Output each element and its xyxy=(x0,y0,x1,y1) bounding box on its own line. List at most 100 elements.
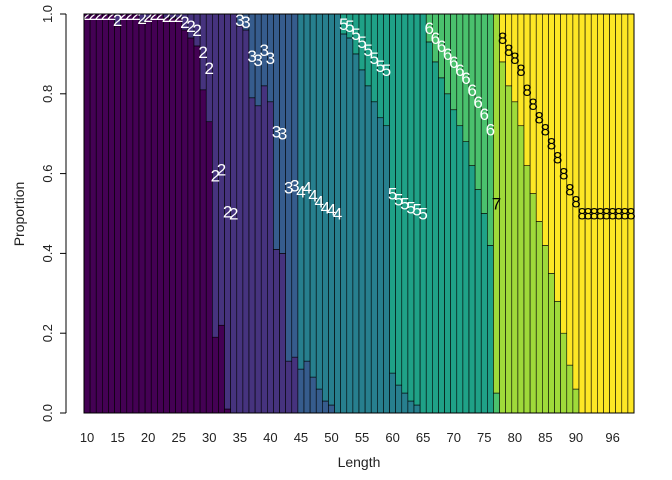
x-tick-label: 75 xyxy=(477,430,491,445)
bar-label-69: 6 xyxy=(443,45,452,64)
bar-segment-40-2 xyxy=(267,101,274,414)
bar-label-68: 6 xyxy=(437,37,446,56)
bar-segment-71-5 xyxy=(456,125,464,414)
x-tick-label: 15 xyxy=(110,430,124,445)
bar-label-72: 6 xyxy=(461,69,470,88)
bar-label-93: 8 xyxy=(590,205,599,224)
bar-label-52: 5 xyxy=(339,15,348,34)
bar-segment-42-2 xyxy=(279,253,286,414)
bar-segment-86-7 xyxy=(548,273,555,414)
bar-label-37: 3 xyxy=(247,47,256,66)
bar-label-75: 6 xyxy=(480,105,489,124)
bar-segment-67-5 xyxy=(432,61,439,414)
bar-segment-33-1 xyxy=(224,408,231,414)
bar-segment-76-5 xyxy=(487,245,494,414)
bar-segment-60-4 xyxy=(389,372,396,414)
bar-segment-64-4 xyxy=(413,404,421,414)
bar-label-40: 3 xyxy=(266,49,275,68)
bar-label-67: 6 xyxy=(431,29,440,48)
bar-segment-78-7 xyxy=(499,61,506,414)
bar-label-77: 7 xyxy=(492,195,501,214)
bar-label-80: 8 xyxy=(510,49,519,68)
bar-segment-49-3 xyxy=(322,400,329,414)
x-tick-label: 90 xyxy=(569,430,583,445)
bar-segment-30-1 xyxy=(205,121,213,414)
plot-frame xyxy=(83,13,635,414)
bar-label-34: 2 xyxy=(229,205,238,224)
bar-label-70: 6 xyxy=(449,53,458,72)
bar-label-99: 8 xyxy=(626,205,635,224)
bar-label-39: 3 xyxy=(260,41,269,60)
bar-segment-41-2 xyxy=(273,249,280,414)
bar-segment-26-1 xyxy=(181,29,189,414)
bar-label-94: 8 xyxy=(596,205,605,224)
bar-segment-38-2 xyxy=(254,105,262,414)
x-tick-label: 45 xyxy=(294,430,308,445)
bar-segment-68-5 xyxy=(438,77,445,414)
bar-label-88: 8 xyxy=(559,165,568,184)
bar-label-41: 3 xyxy=(272,123,281,142)
bar-segment-90-7 xyxy=(572,388,580,414)
bar-segment-14-1 xyxy=(108,13,115,414)
bar-label-47: 4 xyxy=(308,187,317,206)
bar-label-89: 8 xyxy=(565,181,574,200)
bar-label-73: 6 xyxy=(467,81,476,100)
x-tick-label: 65 xyxy=(416,430,430,445)
bar-label-64: 5 xyxy=(412,201,421,220)
x-tick-label: 80 xyxy=(508,430,522,445)
bar-segment-72-5 xyxy=(462,141,470,414)
bar-segment-89-7 xyxy=(566,364,574,414)
bar-segment-54-4 xyxy=(352,53,360,414)
bar-segment-83-7 xyxy=(529,193,537,414)
bar-segment-73-5 xyxy=(468,165,476,414)
bar-segment-69-5 xyxy=(444,93,451,414)
bar-label-51: 4 xyxy=(333,205,342,224)
bar-label-82: 8 xyxy=(522,81,531,100)
y-tick-label: 0.4 xyxy=(40,244,55,262)
bar-label-26: 2 xyxy=(180,13,189,32)
bar-segment-53-4 xyxy=(346,37,354,414)
bar-segment-13-1 xyxy=(102,13,109,414)
bar-segment-19-1 xyxy=(138,21,146,414)
bar-segment-12-1 xyxy=(95,13,103,414)
bar-segment-61-4 xyxy=(395,384,403,414)
y-axis-title: Proportion xyxy=(11,182,27,247)
bar-segment-46-3 xyxy=(303,360,311,414)
bar-segment-18-1 xyxy=(132,13,140,414)
y-tick-label: 0.2 xyxy=(40,324,55,342)
x-axis-title: Length xyxy=(338,454,381,470)
bar-segment-48-3 xyxy=(315,388,323,414)
bar-label-31: 2 xyxy=(211,167,220,186)
bar-label-86: 8 xyxy=(547,135,556,154)
bar-label-58: 5 xyxy=(376,57,385,76)
y-tick-label: 1.0 xyxy=(40,5,55,23)
bar-label-60: 5 xyxy=(388,185,397,204)
bar-segment-81-7 xyxy=(517,125,525,414)
bar-segment-58-4 xyxy=(377,117,384,414)
y-tick-label: 0.0 xyxy=(40,404,55,422)
x-tick-label: 96 xyxy=(605,430,619,445)
bar-segment-84-7 xyxy=(535,221,543,414)
bar-label-79: 8 xyxy=(504,41,513,60)
bar-label-61: 5 xyxy=(394,191,403,210)
bar-label-91: 8 xyxy=(577,205,586,224)
bar-segment-79-7 xyxy=(505,85,513,414)
bar-label-83: 8 xyxy=(528,95,537,114)
bar-segment-70-5 xyxy=(450,109,458,414)
bar-label-53: 5 xyxy=(345,17,354,36)
bar-label-62: 5 xyxy=(400,195,409,214)
bar-label-71: 6 xyxy=(455,61,464,80)
x-axis: 10 15 20 25 30 35 40 45 50 55 60 65 70 75 80 85 90 96 xyxy=(80,430,620,445)
bar-segment-75-5 xyxy=(480,213,488,414)
bar-label-90: 8 xyxy=(571,193,580,212)
y-tick-label: 0.6 xyxy=(40,165,55,183)
bar-label-30: 2 xyxy=(205,59,214,78)
x-tick-label: 50 xyxy=(324,430,338,445)
bar-segment-77-6 xyxy=(493,392,500,414)
x-tick-label: 85 xyxy=(538,430,552,445)
bar-label-46: 4 xyxy=(302,179,311,198)
bar-segment-43-2 xyxy=(285,360,293,414)
bar-segment-85-7 xyxy=(542,245,549,414)
bar-segment-47-3 xyxy=(309,376,317,414)
